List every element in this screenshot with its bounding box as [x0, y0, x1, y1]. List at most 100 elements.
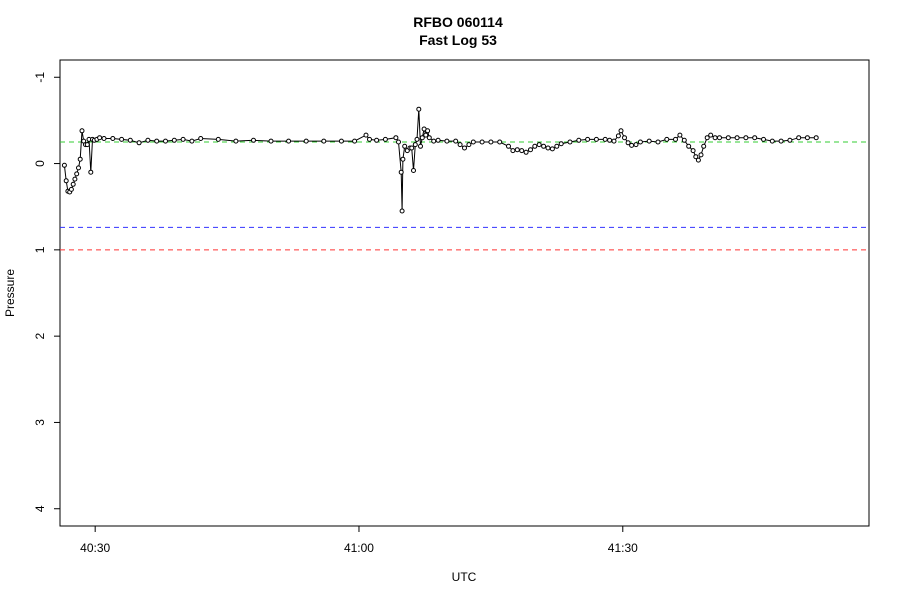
- data-point-64: [431, 138, 437, 144]
- data-point-73: [488, 139, 494, 145]
- data-point-95: [615, 133, 621, 139]
- data-point-27: [163, 138, 168, 144]
- series-group: [61, 106, 819, 214]
- data-point-92: [602, 136, 608, 142]
- data-point-83: [541, 143, 547, 149]
- data-point-5: [70, 181, 76, 187]
- data-point-41: [363, 132, 369, 138]
- data-point-107: [681, 137, 687, 143]
- data-point-86: [554, 143, 560, 149]
- x-axis-label: UTC: [452, 570, 477, 584]
- data-point-54: [411, 168, 416, 173]
- data-point-47: [398, 169, 404, 175]
- data-point-58: [418, 143, 423, 149]
- data-point-34: [251, 137, 256, 143]
- data-point-4: [68, 186, 74, 192]
- data-point-6: [72, 176, 78, 182]
- data-point-40: [352, 138, 358, 144]
- data-point-117: [717, 135, 722, 141]
- x-axis: 40:30 41:00 41:30: [80, 526, 638, 555]
- data-point-0: [61, 162, 67, 168]
- data-point-76: [510, 148, 516, 154]
- data-point-48: [399, 208, 405, 214]
- data-point-113: [701, 143, 707, 149]
- data-point-110: [693, 154, 699, 160]
- data-point-38: [321, 138, 327, 144]
- data-point-118: [725, 135, 731, 141]
- data-point-109: [690, 148, 696, 154]
- data-point-71: [470, 139, 476, 145]
- data-point-103: [655, 139, 661, 145]
- data-point-32: [215, 136, 221, 142]
- data-point-70: [466, 142, 472, 148]
- data-point-99: [629, 142, 635, 148]
- data-point-74: [497, 139, 503, 145]
- data-point-68: [457, 142, 463, 148]
- data-point-57: [416, 106, 422, 112]
- data-point-66: [444, 138, 450, 144]
- y-tick-label-3: 2: [33, 332, 47, 339]
- data-point-7: [74, 171, 80, 177]
- data-point-50: [402, 143, 408, 149]
- data-point-33: [233, 138, 239, 144]
- data-point-125: [787, 137, 793, 143]
- data-point-82: [536, 142, 542, 148]
- data-point-39: [338, 138, 344, 144]
- y-axis-label: Pressure: [3, 269, 17, 317]
- data-point-96: [618, 128, 624, 134]
- data-point-124: [778, 138, 784, 144]
- data-point-84: [545, 145, 551, 151]
- data-point-15: [88, 169, 94, 175]
- data-point-115: [708, 132, 714, 138]
- data-point-13: [84, 142, 90, 148]
- data-point-26: [154, 138, 160, 144]
- data-point-94: [611, 138, 617, 144]
- plot-frame: [59, 59, 870, 527]
- data-point-42: [367, 136, 372, 142]
- data-point-87: [558, 141, 564, 147]
- data-point-77: [514, 147, 520, 153]
- data-point-29: [180, 136, 186, 142]
- data-point-8: [76, 165, 81, 171]
- data-point-37: [303, 138, 309, 144]
- data-point-122: [761, 136, 766, 142]
- data-point-75: [506, 143, 511, 149]
- y-tick-label-5: 4: [33, 505, 47, 512]
- series-line-0: [63, 109, 817, 212]
- data-point-128: [813, 135, 819, 141]
- chart-title: RFBO 060114: [413, 14, 503, 30]
- data-point-65: [435, 137, 441, 143]
- data-point-102: [646, 138, 652, 144]
- y-tick-label-4: 3: [33, 419, 47, 426]
- data-point-93: [607, 137, 613, 143]
- data-point-31: [198, 136, 204, 141]
- data-point-24: [136, 140, 142, 146]
- data-point-127: [804, 135, 810, 141]
- data-point-116: [712, 135, 718, 141]
- data-point-55: [412, 142, 418, 148]
- data-point-111: [695, 157, 701, 163]
- data-point-112: [698, 152, 704, 158]
- data-point-100: [633, 142, 639, 148]
- data-point-22: [119, 136, 125, 142]
- data-point-81: [532, 143, 538, 149]
- data-point-43: [374, 137, 380, 143]
- y-tick-label-1: 0: [33, 160, 47, 167]
- data-point-36: [286, 138, 292, 144]
- data-point-23: [127, 137, 133, 143]
- x-tick-label-2: 41:30: [608, 541, 638, 555]
- data-point-21: [110, 136, 116, 141]
- data-point-67: [453, 138, 459, 144]
- data-point-10: [79, 128, 85, 134]
- data-point-123: [769, 138, 775, 144]
- data-point-119: [734, 135, 740, 141]
- data-point-1: [63, 178, 69, 184]
- data-point-85: [549, 146, 555, 152]
- data-point-63: [426, 135, 432, 141]
- data-point-91: [593, 136, 599, 142]
- data-point-44: [382, 136, 388, 142]
- data-point-53: [409, 145, 415, 151]
- data-point-101: [637, 139, 643, 145]
- x-tick-label-0: 40:30: [80, 541, 110, 555]
